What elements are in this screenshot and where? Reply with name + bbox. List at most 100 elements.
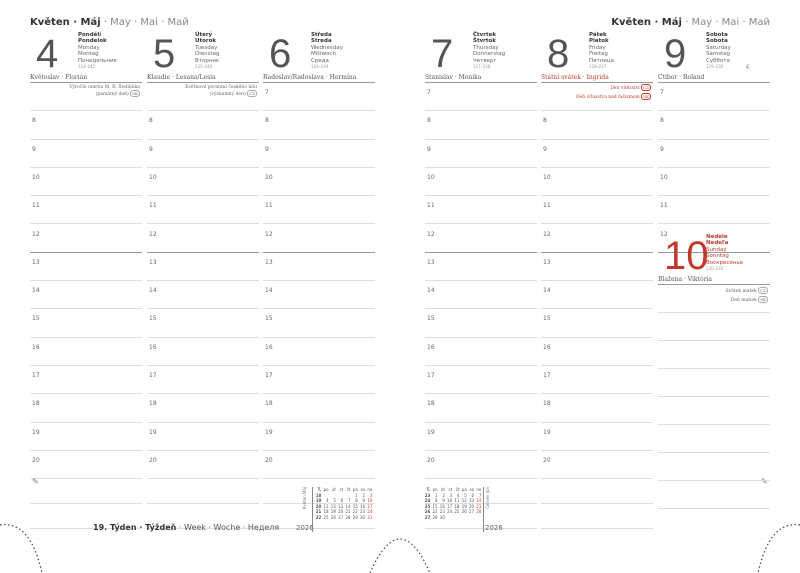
hour-slot[interactable]: 7 <box>263 83 375 112</box>
hour-slot[interactable]: 14 <box>541 281 653 310</box>
hour-slot[interactable]: 10 <box>658 168 770 197</box>
note-line[interactable] <box>658 341 770 370</box>
hour-slot[interactable]: 10 <box>541 168 653 197</box>
hour-slot[interactable]: 17 <box>30 366 142 395</box>
hour-slot[interactable]: 18 <box>30 394 142 423</box>
note-line[interactable] <box>658 453 770 482</box>
pen-icon[interactable]: ✎ <box>761 477 768 486</box>
hour-slot[interactable]: 13 <box>425 253 537 282</box>
hour-slot[interactable]: 19 <box>30 423 142 451</box>
hour-slot[interactable]: 9 <box>425 140 537 168</box>
extra-slot[interactable] <box>541 479 653 504</box>
hour-slot[interactable]: 14 <box>263 281 375 310</box>
hour-slot[interactable]: 8 <box>425 111 537 140</box>
hour-slot[interactable]: 15 <box>425 309 537 338</box>
hour-slot[interactable]: 16 <box>425 338 537 366</box>
hour-slot[interactable]: 11 <box>147 196 259 225</box>
hour-slot[interactable]: 10 <box>30 168 142 197</box>
hour-slot[interactable]: 14 <box>425 281 537 310</box>
hour-slot[interactable]: 19 <box>541 423 653 451</box>
hour-slot[interactable]: 7 <box>425 83 537 112</box>
hour-slot[interactable]: 16 <box>30 338 142 366</box>
extra-slot[interactable] <box>147 479 259 504</box>
hour-slot[interactable]: 11 <box>30 196 142 225</box>
hour-slot[interactable]: 12 <box>147 225 259 253</box>
extra-slot[interactable] <box>30 479 142 504</box>
hour-slot[interactable]: 11 <box>658 196 770 225</box>
hour-slot[interactable]: 13 <box>541 253 653 282</box>
hour-slot[interactable]: 16 <box>147 338 259 366</box>
extra-slot[interactable] <box>425 479 537 504</box>
hour-slot[interactable]: 8 <box>541 111 653 140</box>
hour-slot[interactable]: 7 <box>658 83 770 112</box>
extra-slot[interactable] <box>425 504 537 529</box>
hour-slot[interactable]: 20 <box>541 451 653 480</box>
hour-slot[interactable]: 19 <box>425 423 537 451</box>
hour-slot[interactable]: 15 <box>147 309 259 338</box>
hour-slot[interactable]: 11 <box>425 196 537 225</box>
hour-slot[interactable]: 17 <box>147 366 259 395</box>
extra-slot[interactable] <box>263 504 375 529</box>
hour-slot[interactable]: 18 <box>541 394 653 423</box>
hour-slot[interactable]: 17 <box>425 366 537 395</box>
extra-slot[interactable] <box>541 504 653 529</box>
hour-slot[interactable]: 19 <box>147 423 259 451</box>
hour-slot[interactable] <box>30 83 142 112</box>
hour-slot[interactable]: 20 <box>263 451 375 480</box>
calendar-day: 19 <box>330 509 336 515</box>
note-line[interactable] <box>658 369 770 398</box>
note-line[interactable] <box>658 313 770 342</box>
extra-slot[interactable] <box>263 479 375 504</box>
hour-slot[interactable]: 15 <box>263 309 375 338</box>
hour-slot[interactable]: 14 <box>30 281 142 310</box>
note-line[interactable] <box>658 397 770 426</box>
note-line[interactable] <box>658 481 770 510</box>
hour-slot[interactable]: 11 <box>541 196 653 225</box>
hour-slot[interactable] <box>541 83 653 112</box>
hour-slot[interactable]: 18 <box>263 394 375 423</box>
hour-slot[interactable]: 17 <box>541 366 653 395</box>
hour-slot[interactable]: 13 <box>263 253 375 282</box>
extra-slot[interactable] <box>147 504 259 529</box>
pen-icon[interactable]: ✎ <box>32 477 39 486</box>
hour-slot[interactable]: 20 <box>425 451 537 480</box>
hour-slot[interactable]: 18 <box>147 394 259 423</box>
hour-slot[interactable]: 19 <box>263 423 375 451</box>
hour-slot[interactable]: 9 <box>30 140 142 168</box>
hour-slot[interactable]: 18 <box>425 394 537 423</box>
hour-label: 13 <box>32 258 40 266</box>
hour-slot[interactable]: 8 <box>147 111 259 140</box>
hour-slot[interactable]: 16 <box>541 338 653 366</box>
hour-slot[interactable]: 11 <box>263 196 375 225</box>
hour-slot[interactable]: 9 <box>658 140 770 168</box>
hour-slot[interactable]: 8 <box>658 111 770 140</box>
hour-slot[interactable]: 15 <box>30 309 142 338</box>
hour-slot[interactable]: 9 <box>263 140 375 168</box>
note-line[interactable] <box>658 285 770 314</box>
note-line[interactable] <box>658 425 770 454</box>
day-name-de: Freitag <box>589 51 608 58</box>
hour-slot[interactable]: 15 <box>541 309 653 338</box>
hour-slot[interactable]: 8 <box>263 111 375 140</box>
hour-slot[interactable]: 16 <box>263 338 375 366</box>
hour-slot[interactable]: 10 <box>263 168 375 197</box>
hour-slot[interactable]: 12 <box>541 225 653 253</box>
hour-slot[interactable]: 12 <box>658 225 770 253</box>
hour-slot[interactable]: 10 <box>147 168 259 197</box>
hour-slot[interactable]: 9 <box>147 140 259 168</box>
hour-slot[interactable]: 10 <box>425 168 537 197</box>
hour-slot[interactable]: 12 <box>425 225 537 253</box>
hour-slot[interactable]: 12 <box>263 225 375 253</box>
hour-slot[interactable]: 20 <box>30 451 142 480</box>
hour-slot[interactable]: 17 <box>263 366 375 395</box>
hour-slot[interactable] <box>147 83 259 112</box>
hour-slot[interactable]: 13 <box>147 253 259 282</box>
hour-slot[interactable]: 14 <box>147 281 259 310</box>
hour-slot[interactable]: 13 <box>30 253 142 282</box>
mini-calendar-year: 2026 <box>485 524 503 532</box>
hour-slot[interactable]: 12 <box>30 225 142 253</box>
hour-slot[interactable]: 8 <box>30 111 142 140</box>
hour-slot[interactable]: 20 <box>147 451 259 480</box>
extra-slot[interactable] <box>30 504 142 529</box>
hour-slot[interactable]: 9 <box>541 140 653 168</box>
